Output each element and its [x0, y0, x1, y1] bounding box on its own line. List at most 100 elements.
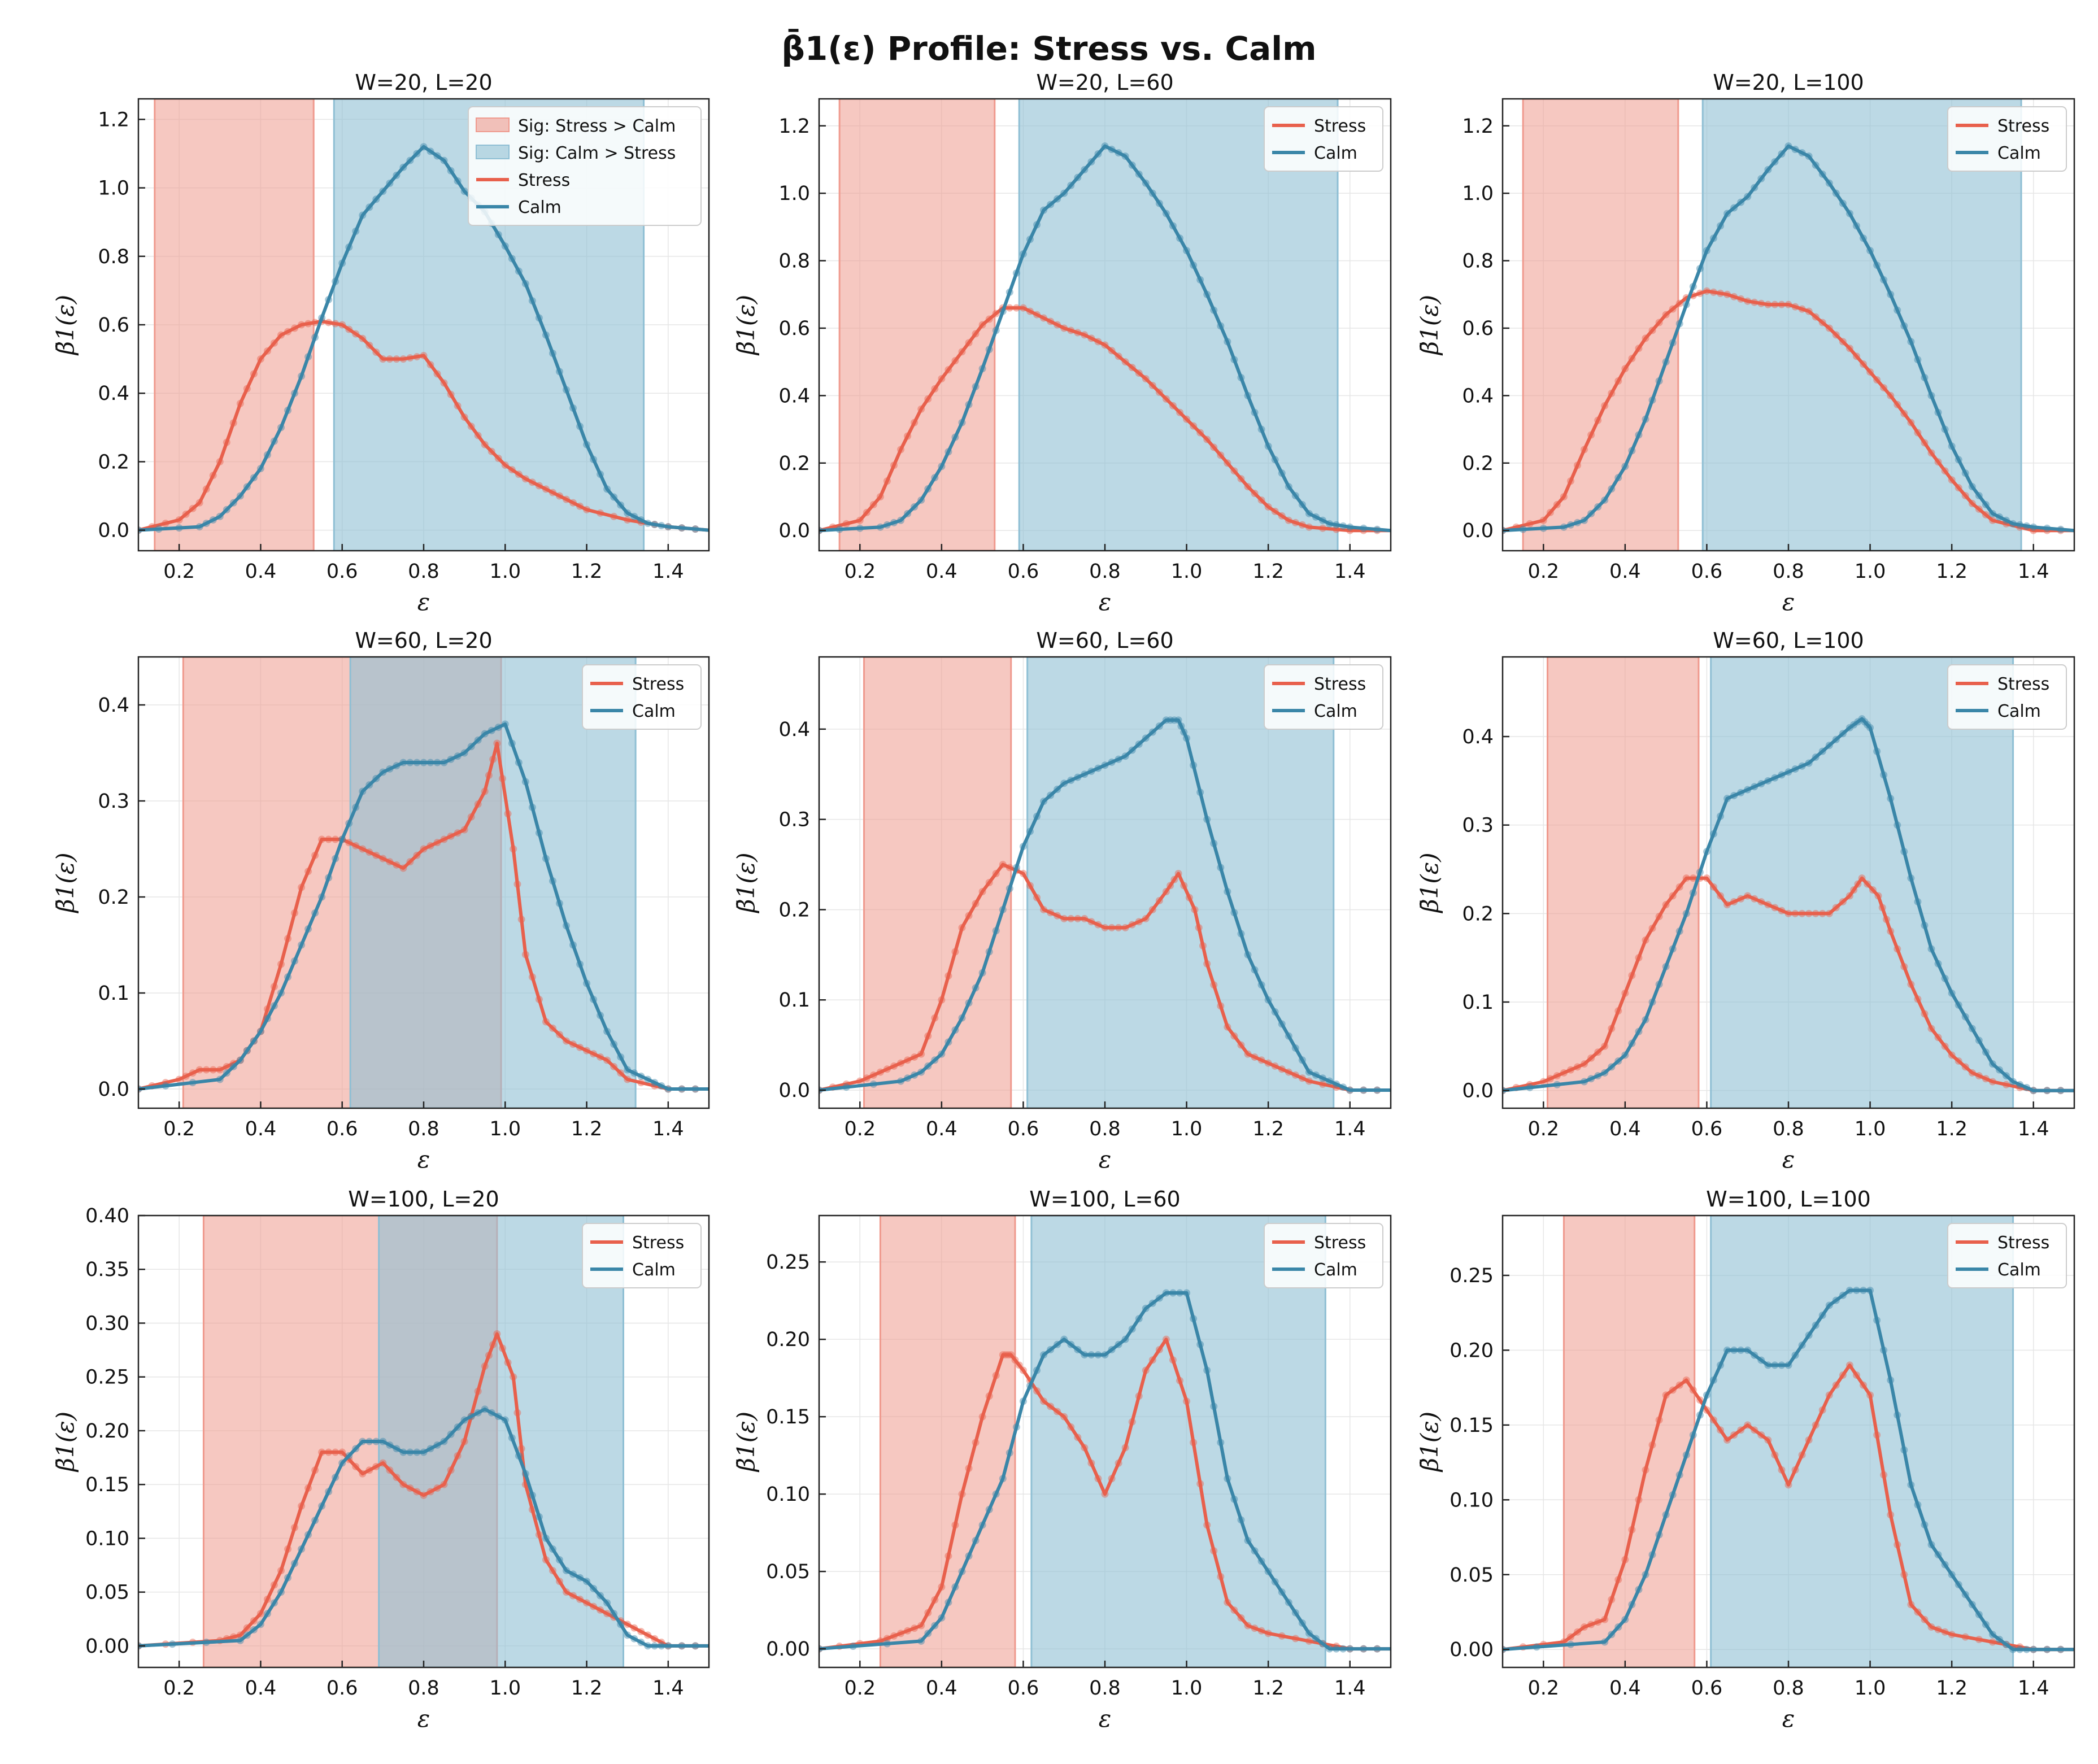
chart-panel-3: 0.2 0.4 0.6 0.8 1.0 1.2 1.4 0.0 0.2 0.4 0.6 0.8 1.0 1…: [1416, 70, 2075, 616]
y-tick-label: 0.10: [766, 1483, 810, 1506]
x-axis-label: ε: [1782, 1145, 1795, 1173]
series-line-stress: [819, 306, 1391, 533]
series-calm: [1503, 1286, 2074, 1653]
x-axis-label: ε: [1099, 1145, 1112, 1173]
y-axis-ticks: 0.00 0.05 0.10 0.15 0.20 0.25: [1450, 1265, 1509, 1661]
y-axis-ticks: 0.00 0.05 0.10 0.15 0.20 0.25: [766, 1251, 826, 1661]
y-tick-label: 1.0: [98, 177, 129, 200]
legend-box: [1264, 664, 1383, 730]
x-tick-label: 0.6: [1691, 1118, 1723, 1140]
panels-grid: 0.2 0.4 0.6 0.8 1.0 1.2 1.4 0.0 0.2 0.4 0.6 0.8 1.0 1…: [51, 70, 2075, 1732]
band-stress: [1547, 657, 1700, 1108]
panel-title: W=20, L=20: [355, 70, 492, 95]
series-line-stress: [1503, 1363, 2074, 1652]
series-calm: [138, 720, 709, 1093]
series-line-calm: [819, 144, 1391, 533]
series-group: [138, 1330, 709, 1650]
y-axis-ticks: 0.0 0.2 0.4 0.6 0.8 1.0 1.2: [778, 115, 826, 542]
legend: Stress Calm: [1947, 1223, 2067, 1288]
legend-label: Calm: [1314, 143, 1357, 163]
series-line-calm: [1503, 1288, 2074, 1652]
y-axis-label: β̄1(ε): [1416, 1412, 1443, 1473]
y-tick-label: 0.2: [778, 899, 810, 921]
series-line-stress: [138, 1332, 709, 1648]
series-stress: [1503, 287, 2074, 534]
x-tick-label: 0.6: [1008, 1118, 1039, 1140]
x-axis-label: ε: [1782, 588, 1795, 616]
panel-title: W=20, L=100: [1713, 70, 1864, 95]
x-tick-label: 0.2: [1527, 560, 1559, 583]
y-axis-label: β̄1(ε): [1416, 295, 1443, 356]
y-tick-label: 0.2: [98, 886, 129, 909]
series-calm: [819, 1289, 1391, 1653]
x-tick-label: 0.8: [408, 560, 439, 583]
x-tick-label: 0.4: [926, 1677, 957, 1700]
series-group: [1503, 1286, 2074, 1653]
band-calm: [1710, 657, 2014, 1108]
y-tick-label: 0.00: [85, 1635, 129, 1658]
significance-bands: [1522, 99, 2022, 551]
x-axis-label: ε: [417, 1145, 430, 1173]
series-stress: [1503, 1361, 2074, 1653]
y-tick-label: 1.2: [98, 108, 129, 131]
x-tick-label: 1.0: [1855, 1677, 1886, 1700]
x-tick-label: 0.4: [926, 1118, 957, 1140]
y-axis-label: β̄1(ε): [732, 852, 760, 913]
y-tick-label: 0.4: [778, 718, 810, 741]
legend-label: Calm: [632, 1260, 676, 1280]
x-tick-label: 1.4: [1334, 560, 1366, 583]
y-axis-ticks: 0.0 0.2 0.4 0.6 0.8 1.0 1.2: [1462, 115, 1509, 542]
series-line-calm: [1503, 717, 2074, 1092]
legend-label: Stress: [632, 674, 684, 694]
band-stress: [1562, 1216, 1696, 1667]
y-tick-label: 0.6: [1462, 317, 1494, 340]
legend-label: Stress: [1314, 1233, 1366, 1253]
x-axis-label: ε: [1099, 588, 1112, 616]
y-tick-label: 0.10: [1450, 1489, 1494, 1512]
legend-label: Stress: [1997, 674, 2049, 694]
legend-box: [1947, 106, 2067, 172]
y-tick-label: 0.3: [98, 790, 129, 813]
x-tick-label: 1.4: [1334, 1677, 1366, 1700]
legend-label: Calm: [1997, 1260, 2041, 1280]
y-axis-ticks: 0.00 0.05 0.10 0.15 0.20 0.25 0.30 0.35 0.40: [85, 1205, 145, 1658]
series-group: [819, 142, 1391, 534]
x-tick-label: 0.6: [327, 1677, 358, 1700]
series-group: [1503, 715, 2074, 1095]
y-tick-label: 1.2: [778, 115, 810, 138]
x-tick-label: 1.0: [1855, 1118, 1886, 1140]
series-line-calm: [819, 1291, 1391, 1651]
panel-title: W=100, L=100: [1706, 1187, 1871, 1212]
series-line-calm: [1503, 144, 2074, 533]
significance-bands: [1562, 1216, 2014, 1667]
panel-title: W=100, L=60: [1029, 1187, 1180, 1212]
y-tick-label: 0.8: [778, 250, 810, 273]
panel-title: W=20, L=60: [1036, 70, 1173, 95]
y-tick-label: 0.8: [1462, 250, 1494, 273]
y-tick-label: 0.6: [98, 314, 129, 337]
band-stress: [838, 99, 996, 551]
x-axis-label: ε: [417, 588, 430, 616]
y-axis-label: β̄1(ε): [51, 295, 79, 356]
x-tick-label: 0.8: [1773, 560, 1804, 583]
x-axis-ticks: 0.2 0.4 0.6 0.8 1.0 1.2 1.4: [1527, 1661, 2049, 1700]
y-tick-label: 0.35: [85, 1258, 129, 1281]
x-tick-label: 0.8: [1773, 1677, 1804, 1700]
series-group: [1503, 142, 2074, 534]
y-axis-label: β̄1(ε): [1416, 852, 1443, 913]
panel-title: W=60, L=20: [355, 628, 492, 653]
x-tick-label: 0.4: [245, 560, 277, 583]
y-tick-label: 0.0: [98, 520, 129, 542]
y-tick-label: 0.1: [778, 989, 810, 1012]
band-calm: [349, 657, 637, 1108]
y-tick-label: 0.2: [778, 452, 810, 475]
band-stress: [879, 1216, 1016, 1667]
y-tick-label: 0.0: [98, 1078, 129, 1101]
legend-label: Stress: [1997, 1233, 2049, 1253]
y-tick-label: 1.0: [778, 182, 810, 205]
y-tick-label: 0.0: [778, 1079, 810, 1102]
x-tick-label: 1.2: [571, 560, 603, 583]
x-tick-label: 0.8: [1773, 1118, 1804, 1140]
x-tick-label: 0.8: [1089, 1677, 1121, 1700]
